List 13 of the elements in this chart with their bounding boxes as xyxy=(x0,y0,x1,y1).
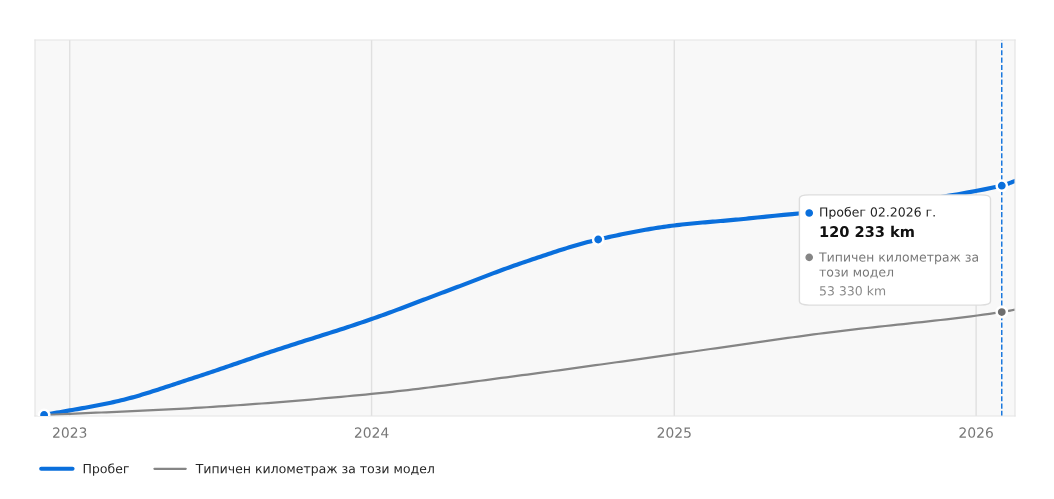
point xyxy=(995,305,1009,319)
x-tick-label: 2024 xyxy=(354,427,389,438)
x-tick-label: 2023 xyxy=(53,427,87,438)
annotation: Типичен километраж за този модел xyxy=(818,252,978,279)
legend-label: Типичен километраж за този модел xyxy=(195,464,434,476)
annotation: 120 233 km xyxy=(820,225,914,238)
x-tick-label: 2025 xyxy=(657,427,691,438)
annotation: 53 330 km xyxy=(819,285,886,296)
point xyxy=(995,179,1009,193)
annotation: Пробег 02.2026 г. xyxy=(820,206,935,220)
point xyxy=(591,233,605,246)
x-tick-label: 2026 xyxy=(959,427,993,438)
legend-label: Пробег xyxy=(83,463,129,476)
